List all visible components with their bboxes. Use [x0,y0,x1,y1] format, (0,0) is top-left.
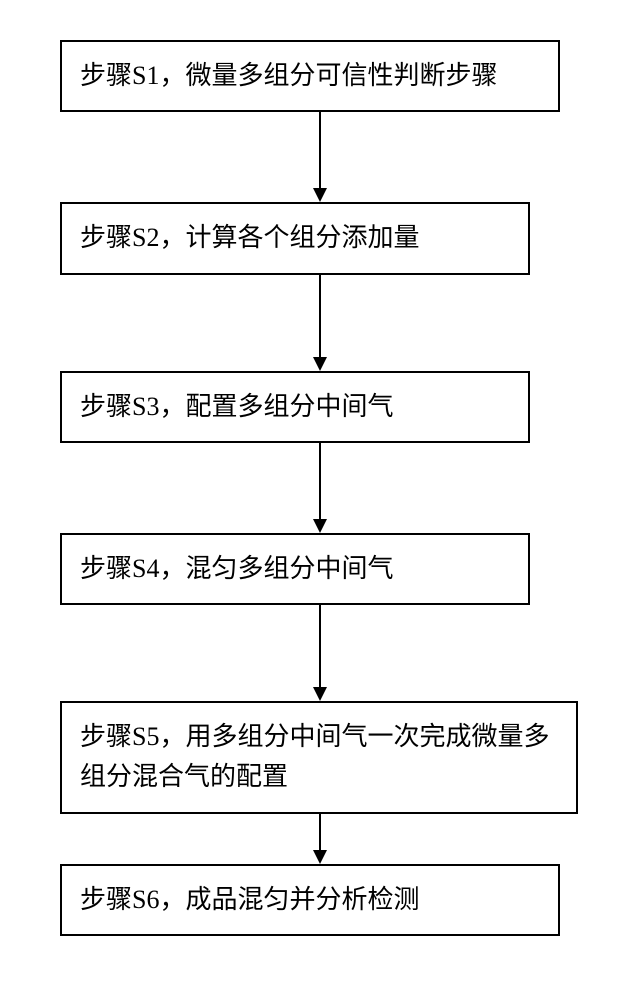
step-s1-box: 步骤S1，微量多组分可信性判断步骤 [60,40,560,112]
step-s6-box: 步骤S6，成品混匀并分析检测 [60,864,560,936]
arrow-s5-s6 [60,814,580,864]
flowchart-container: 步骤S1，微量多组分可信性判断步骤 步骤S2，计算各个组分添加量 步骤S3，配置… [60,40,580,936]
step-s1-label: 步骤S1，微量多组分可信性判断步骤 [80,61,497,90]
step-s2-box: 步骤S2，计算各个组分添加量 [60,202,530,274]
step-s6-label: 步骤S6，成品混匀并分析检测 [80,885,419,914]
step-s5-label: 步骤S5，用多组分中间气一次完成微量多组分混合气的配置 [80,722,549,791]
arrow-s3-s4 [60,443,580,533]
step-s2-label: 步骤S2，计算各个组分添加量 [80,223,419,252]
step-s4-label: 步骤S4，混匀多组分中间气 [80,554,393,583]
arrow-s1-s2 [60,112,580,202]
arrow-s2-s3 [60,275,580,371]
step-s5-box: 步骤S5，用多组分中间气一次完成微量多组分混合气的配置 [60,701,578,814]
step-s3-box: 步骤S3，配置多组分中间气 [60,371,530,443]
arrow-s4-s5 [60,605,580,701]
step-s4-box: 步骤S4，混匀多组分中间气 [60,533,530,605]
step-s3-label: 步骤S3，配置多组分中间气 [80,392,393,421]
